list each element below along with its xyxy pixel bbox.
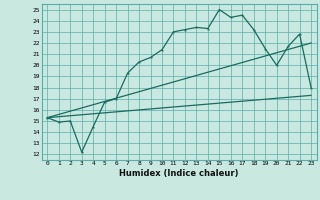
X-axis label: Humidex (Indice chaleur): Humidex (Indice chaleur) [119, 169, 239, 178]
